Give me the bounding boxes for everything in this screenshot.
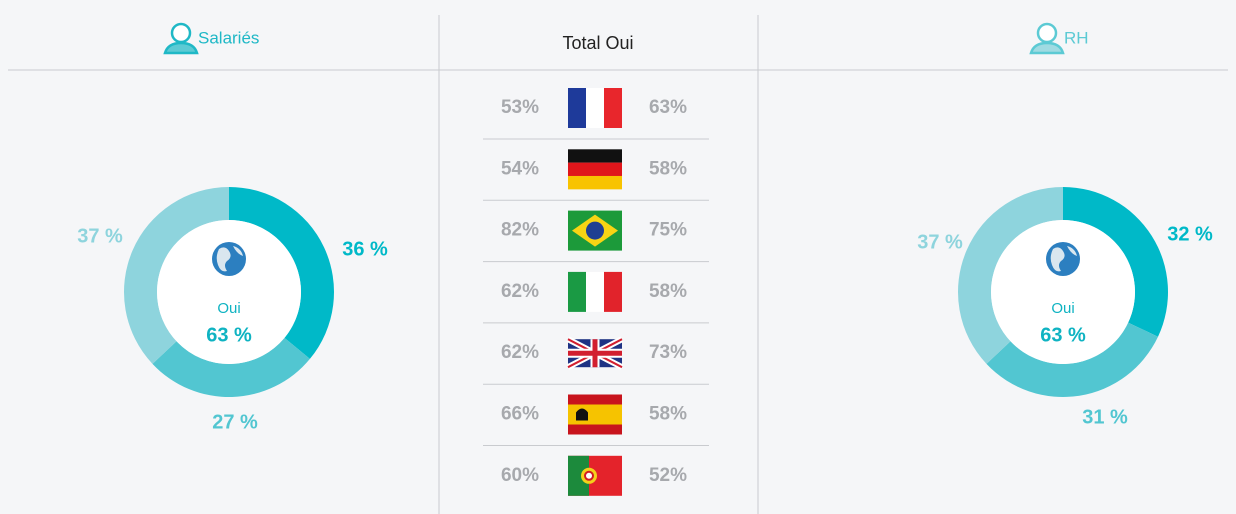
flag-part [568,339,622,368]
flag [568,271,622,312]
table-value: 52% [649,465,687,486]
person-icon [1029,22,1065,55]
globe-icon [212,242,246,276]
slice-label: 37 % [917,231,963,253]
center-label: Oui [1051,300,1074,317]
donut-slice [957,187,1063,364]
flag-part [584,470,594,481]
table-value: 54% [501,158,539,179]
donut-slice [229,187,334,359]
table-value: 63% [649,97,687,118]
flag-part [604,271,622,312]
center-label: Oui [217,300,240,317]
table-value: 75% [649,220,687,241]
column-title: RH [1064,28,1089,47]
slice-label: 32 % [1167,223,1213,245]
donut-slice [986,322,1159,398]
person-icon [163,22,199,55]
donut-slice [152,337,310,397]
flag [568,88,622,128]
donut-slice [1063,187,1168,337]
globe-land [1050,246,1077,272]
flag [568,149,622,190]
flag [568,455,622,496]
flag [568,210,622,251]
slice-label: 27 % [212,411,258,433]
table-value: 73% [649,342,687,363]
flag-part [604,88,622,128]
table-value: 60% [501,465,539,486]
slice-label: 31 % [1082,406,1128,428]
table-value: 58% [649,404,687,425]
table-value: 58% [649,158,687,179]
table-value: 62% [501,281,539,302]
flag-part [568,175,622,190]
slice-label: 36 % [342,238,388,260]
flag-part [568,162,622,177]
flag [566,336,624,370]
center-value: 63 % [1040,324,1086,346]
table-value: 53% [501,97,539,118]
globe-land [216,246,243,272]
table-value: 62% [501,342,539,363]
flag-part [586,221,604,240]
column-title: Salariés [198,28,259,47]
globe-icon [1046,242,1080,276]
table-value: 66% [501,404,539,425]
donut-hole [157,220,301,364]
flag-part [586,271,604,312]
flag-part [568,271,586,312]
flag-part [568,149,622,163]
center-value: 63 % [206,324,252,346]
flag-part [576,408,588,421]
table-title: Total Oui [562,33,633,53]
flag-part [568,88,586,128]
table-value: 58% [649,281,687,302]
donut-slice [123,187,229,364]
flag [568,394,622,435]
slice-label: 37 % [77,225,123,247]
donut-hole [991,220,1135,364]
flag-part [568,455,589,496]
table-value: 82% [501,220,539,241]
flag-part [586,88,604,128]
